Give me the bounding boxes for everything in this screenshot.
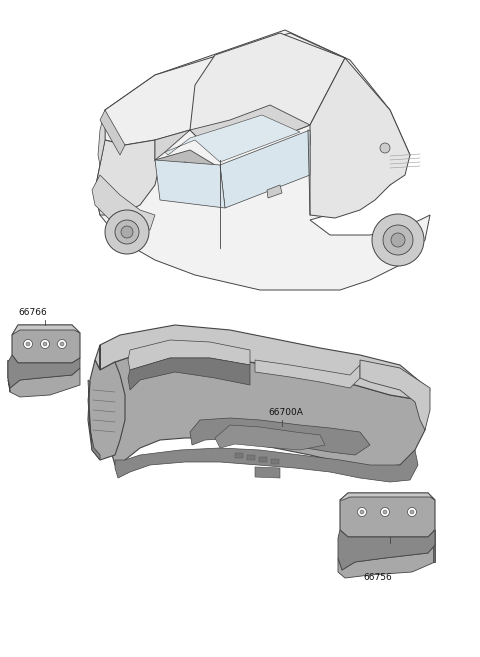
Polygon shape bbox=[8, 360, 10, 392]
Circle shape bbox=[105, 210, 149, 254]
Circle shape bbox=[60, 342, 64, 346]
Polygon shape bbox=[340, 493, 435, 537]
Polygon shape bbox=[220, 130, 310, 208]
Circle shape bbox=[383, 510, 387, 514]
Circle shape bbox=[24, 340, 33, 348]
Polygon shape bbox=[8, 355, 80, 388]
Circle shape bbox=[43, 342, 47, 346]
Polygon shape bbox=[255, 467, 280, 478]
Polygon shape bbox=[92, 175, 155, 230]
Polygon shape bbox=[88, 345, 125, 460]
Polygon shape bbox=[340, 493, 435, 500]
Polygon shape bbox=[12, 325, 80, 363]
Polygon shape bbox=[95, 140, 158, 215]
Circle shape bbox=[372, 214, 424, 266]
Bar bbox=[235, 453, 243, 458]
Polygon shape bbox=[155, 105, 310, 160]
Polygon shape bbox=[115, 448, 418, 482]
Polygon shape bbox=[165, 115, 300, 162]
Circle shape bbox=[26, 342, 30, 346]
Polygon shape bbox=[95, 325, 430, 400]
Circle shape bbox=[380, 143, 390, 153]
Polygon shape bbox=[255, 360, 360, 388]
Polygon shape bbox=[8, 368, 80, 397]
Polygon shape bbox=[433, 530, 435, 562]
Circle shape bbox=[40, 340, 49, 348]
Circle shape bbox=[408, 507, 417, 516]
Polygon shape bbox=[360, 360, 430, 430]
Polygon shape bbox=[190, 418, 370, 455]
Text: 66700A: 66700A bbox=[268, 408, 303, 417]
Polygon shape bbox=[155, 135, 310, 178]
Polygon shape bbox=[215, 425, 325, 450]
Polygon shape bbox=[338, 530, 435, 570]
Polygon shape bbox=[12, 325, 80, 335]
Circle shape bbox=[381, 507, 389, 516]
Polygon shape bbox=[155, 160, 225, 208]
Polygon shape bbox=[105, 33, 345, 145]
Bar bbox=[259, 457, 267, 462]
Bar bbox=[247, 455, 255, 460]
Polygon shape bbox=[267, 185, 282, 198]
Circle shape bbox=[360, 510, 364, 514]
Polygon shape bbox=[128, 340, 250, 370]
Circle shape bbox=[383, 225, 413, 255]
Polygon shape bbox=[338, 545, 435, 578]
Polygon shape bbox=[310, 58, 410, 218]
Polygon shape bbox=[110, 348, 425, 475]
Polygon shape bbox=[190, 33, 345, 160]
Polygon shape bbox=[98, 110, 105, 165]
Circle shape bbox=[121, 226, 133, 238]
Polygon shape bbox=[100, 110, 125, 155]
Text: 66766: 66766 bbox=[18, 308, 47, 317]
Polygon shape bbox=[128, 358, 250, 390]
Polygon shape bbox=[88, 380, 100, 460]
Polygon shape bbox=[95, 30, 430, 290]
Circle shape bbox=[58, 340, 67, 348]
Circle shape bbox=[358, 507, 367, 516]
Text: 66756: 66756 bbox=[363, 573, 392, 582]
Bar bbox=[271, 459, 279, 464]
Circle shape bbox=[115, 220, 139, 244]
Circle shape bbox=[410, 510, 414, 514]
Circle shape bbox=[391, 233, 405, 247]
